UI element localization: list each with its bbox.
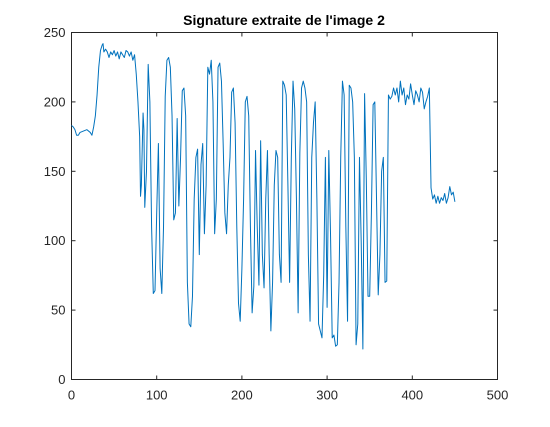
y-tick-label: 100 (44, 233, 66, 248)
axis-ticks (71, 32, 498, 380)
x-tick-label: 400 (401, 388, 423, 403)
y-tick-label: 250 (44, 25, 66, 40)
y-tick-label: 50 (51, 303, 65, 318)
x-tick-label: 300 (316, 388, 338, 403)
axis-tick-labels: 0 100 200 300 400 500 0 50 100 150 200 250 (44, 25, 509, 403)
y-tick-label: 0 (58, 372, 65, 387)
x-tick-label: 0 (68, 388, 75, 403)
x-tick-label: 500 (487, 388, 509, 403)
y-tick-label: 200 (44, 94, 66, 109)
x-tick-label: 200 (231, 388, 253, 403)
y-tick-label: 150 (44, 164, 66, 179)
x-tick-label: 100 (146, 388, 168, 403)
chart-title: Signature extraite de l'image 2 (183, 12, 385, 28)
data-series-line (71, 43, 456, 350)
plot-area (71, 32, 498, 380)
